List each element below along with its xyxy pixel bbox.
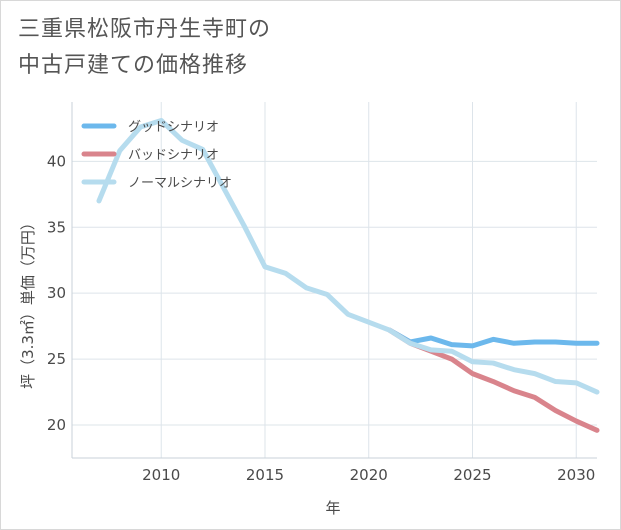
axes <box>71 102 597 459</box>
chart-title-line-2: 中古戸建ての価格推移 <box>18 53 249 78</box>
legend-label: ノーマルシナリオ <box>128 176 232 191</box>
chart-title-line-1: 三重県松阪市丹生寺町の <box>18 17 272 42</box>
y-tick-label: 30 <box>47 284 66 302</box>
chart-title: 三重県松阪市丹生寺町の 中古戸建ての価格推移 <box>18 12 271 84</box>
y-tick-label: 40 <box>47 152 66 170</box>
y-tick-label: 20 <box>47 416 66 434</box>
y-axis-label: 坪（3.3㎡）単価（万円） <box>19 215 37 389</box>
series-layer <box>96 117 600 433</box>
x-tick-label: 2020 <box>350 466 388 484</box>
legend-label: グッドシナリオ <box>128 120 219 135</box>
y-tick-label: 35 <box>47 218 66 236</box>
x-tick-label: 2015 <box>246 466 284 484</box>
x-tick-label: 2025 <box>453 466 491 484</box>
series-line-0 <box>386 327 600 349</box>
y-tick-label: 25 <box>47 350 66 368</box>
legend-label: バッドシナリオ <box>128 148 219 163</box>
grid-lines <box>72 102 597 458</box>
series-line-2 <box>96 117 600 395</box>
x-axis-label: 年 <box>325 499 340 517</box>
x-tick-label: 2010 <box>142 466 180 484</box>
x-tick-label: 2030 <box>557 466 595 484</box>
